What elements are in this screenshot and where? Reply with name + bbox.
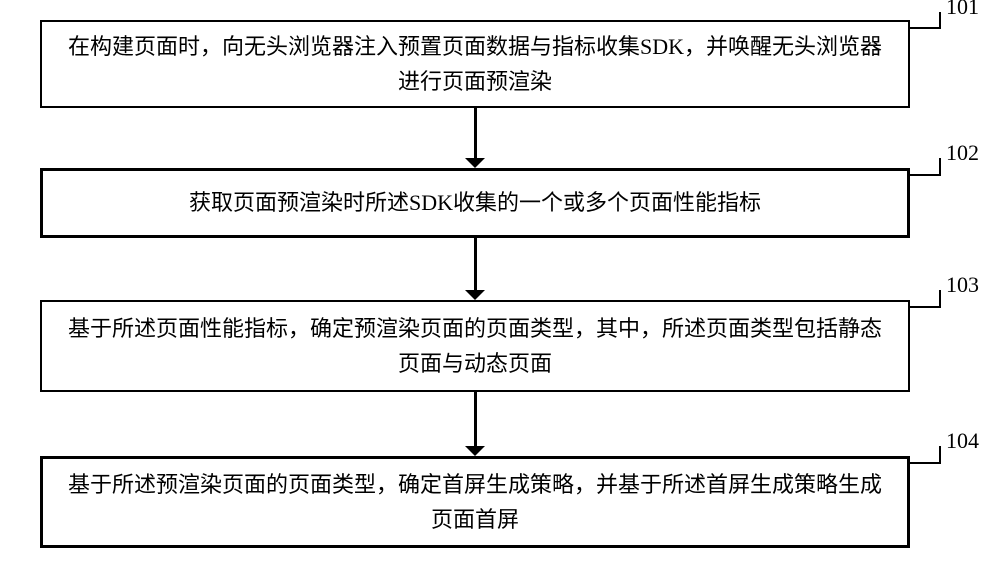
flowchart-box-step-101: 在构建页面时，向无头浏览器注入预置页面数据与指标收集SDK，并唤醒无头浏览器进行…	[40, 20, 910, 108]
box-text: 在构建页面时，向无头浏览器注入预置页面数据与指标收集SDK，并唤醒无头浏览器进行…	[62, 29, 888, 99]
box-text: 获取页面预渲染时所述SDK收集的一个或多个页面性能指标	[189, 185, 761, 220]
arrow-head-icon	[465, 446, 485, 456]
arrow-head-icon	[465, 290, 485, 300]
arrow-head-icon	[465, 158, 485, 168]
box-text: 基于所述预渲染页面的页面类型，确定首屏生成策略，并基于所述首屏生成策略生成页面首…	[63, 467, 887, 537]
leader-line	[939, 12, 941, 29]
leader-line	[910, 174, 940, 176]
flowchart-box-step-104: 基于所述预渲染页面的页面类型，确定首屏生成策略，并基于所述首屏生成策略生成页面首…	[40, 456, 910, 548]
flowchart-canvas: 在构建页面时，向无头浏览器注入预置页面数据与指标收集SDK，并唤醒无头浏览器进行…	[0, 0, 1000, 584]
leader-line	[910, 27, 940, 29]
arrow-line	[474, 238, 477, 290]
leader-line	[939, 158, 941, 176]
leader-line	[910, 306, 940, 308]
step-label-104: 104	[946, 428, 979, 454]
step-label-102: 102	[946, 140, 979, 166]
flowchart-box-step-102: 获取页面预渲染时所述SDK收集的一个或多个页面性能指标	[40, 168, 910, 238]
step-label-101: 101	[946, 0, 979, 20]
flowchart-box-step-103: 基于所述页面性能指标，确定预渲染页面的页面类型，其中，所述页面类型包括静态页面与…	[40, 300, 910, 392]
box-text: 基于所述页面性能指标，确定预渲染页面的页面类型，其中，所述页面类型包括静态页面与…	[62, 311, 888, 381]
arrow-line	[474, 108, 477, 158]
leader-line	[939, 446, 941, 464]
arrow-line	[474, 392, 477, 446]
leader-line	[910, 462, 940, 464]
step-label-103: 103	[946, 272, 979, 298]
leader-line	[939, 290, 941, 308]
